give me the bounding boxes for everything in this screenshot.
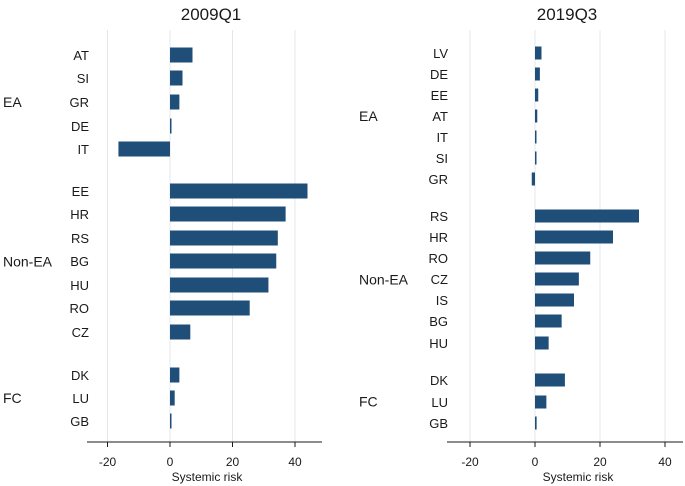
bar-HR xyxy=(535,230,613,244)
bar-CZ xyxy=(170,324,191,340)
bar-DK xyxy=(170,367,180,383)
bar-BG xyxy=(535,314,562,328)
chart-panel-2019Q3: -20 0 20 40 2019Q3 Systemic risk EA LV DE EE AT IT S… xyxy=(359,5,683,484)
category-label: DE xyxy=(430,67,448,82)
chart-title: 2019Q3 xyxy=(537,5,598,24)
category-label: BG xyxy=(70,254,89,269)
x-tick-label: 40 xyxy=(288,455,302,469)
bar-AT xyxy=(535,109,538,123)
category-label: RS xyxy=(430,209,448,224)
category-label: GB xyxy=(70,414,89,429)
category-label: AT xyxy=(432,109,448,124)
category-label: RO xyxy=(429,251,449,266)
bar-DE xyxy=(170,118,172,134)
bar-HU xyxy=(535,336,549,350)
group-label: Non-EA xyxy=(3,254,53,270)
bar-CZ xyxy=(535,272,579,286)
bar-IT xyxy=(118,141,170,157)
bar-SI xyxy=(170,70,183,86)
category-label: EE xyxy=(72,184,90,199)
category-label: DK xyxy=(71,368,89,383)
chart-title: 2009Q1 xyxy=(181,5,242,24)
category-label: CZ xyxy=(72,325,89,340)
bar-GR xyxy=(531,172,535,186)
category-label: SI xyxy=(436,151,448,166)
category-label: LV xyxy=(433,46,448,61)
category-label: CZ xyxy=(431,272,448,287)
group-label: FC xyxy=(359,394,378,410)
category-label: HU xyxy=(70,278,89,293)
x-tick-label: 0 xyxy=(167,455,174,469)
group-label: EA xyxy=(359,108,378,124)
bar-RS xyxy=(170,230,278,246)
category-label: DK xyxy=(430,373,448,388)
x-axis-label: Systemic risk xyxy=(172,470,244,484)
x-tick-label: -20 xyxy=(99,455,117,469)
category-label: HR xyxy=(429,230,448,245)
bar-EE xyxy=(535,88,539,102)
category-label: BG xyxy=(429,314,448,329)
bar-HU xyxy=(170,277,269,293)
category-label: HU xyxy=(429,336,448,351)
bar-SI xyxy=(535,151,537,165)
category-label: HR xyxy=(70,207,89,222)
x-tick-label: 0 xyxy=(532,455,539,469)
bar-GB xyxy=(535,416,537,430)
bar-GR xyxy=(170,94,180,110)
bar-BG xyxy=(170,253,277,269)
bar-DE xyxy=(535,67,540,81)
x-tick-label: -20 xyxy=(461,455,479,469)
category-label: EE xyxy=(431,88,449,103)
x-tick-label: 20 xyxy=(593,455,607,469)
group-label: Non-EA xyxy=(359,272,409,288)
category-label: DE xyxy=(71,119,89,134)
x-tick-label: 40 xyxy=(658,455,672,469)
category-label: RS xyxy=(71,231,89,246)
category-label: GR xyxy=(70,95,90,110)
bar-IT xyxy=(535,130,537,144)
category-label: SI xyxy=(77,71,89,86)
bar-LU xyxy=(535,395,547,409)
category-label: GB xyxy=(429,416,448,431)
category-label: IT xyxy=(436,130,448,145)
bar-AT xyxy=(170,47,193,63)
x-axis-label: Systemic risk xyxy=(543,470,615,484)
category-label: GR xyxy=(429,172,449,187)
bar-GB xyxy=(170,413,172,429)
bar-LV xyxy=(535,46,542,60)
bar-RS xyxy=(535,209,639,223)
bar-IS xyxy=(535,293,574,307)
bar-RO xyxy=(535,251,591,265)
x-tick-label: 20 xyxy=(226,455,240,469)
group-label: EA xyxy=(3,94,22,110)
bar-DK xyxy=(535,373,565,387)
category-label: IS xyxy=(436,293,449,308)
group-label: FC xyxy=(3,390,22,406)
bar-RO xyxy=(170,300,250,316)
chart-panel-2009Q1: -20 0 20 40 2009Q1 Systemic risk EA AT SI GR DE IT N… xyxy=(3,5,322,484)
category-label: AT xyxy=(73,48,89,63)
bar-HR xyxy=(170,206,286,222)
bar-EE xyxy=(170,183,308,199)
category-label: LU xyxy=(431,395,448,410)
category-label: IT xyxy=(77,142,89,157)
bar-LU xyxy=(170,390,175,406)
category-label: RO xyxy=(70,301,90,316)
category-label: LU xyxy=(72,391,89,406)
